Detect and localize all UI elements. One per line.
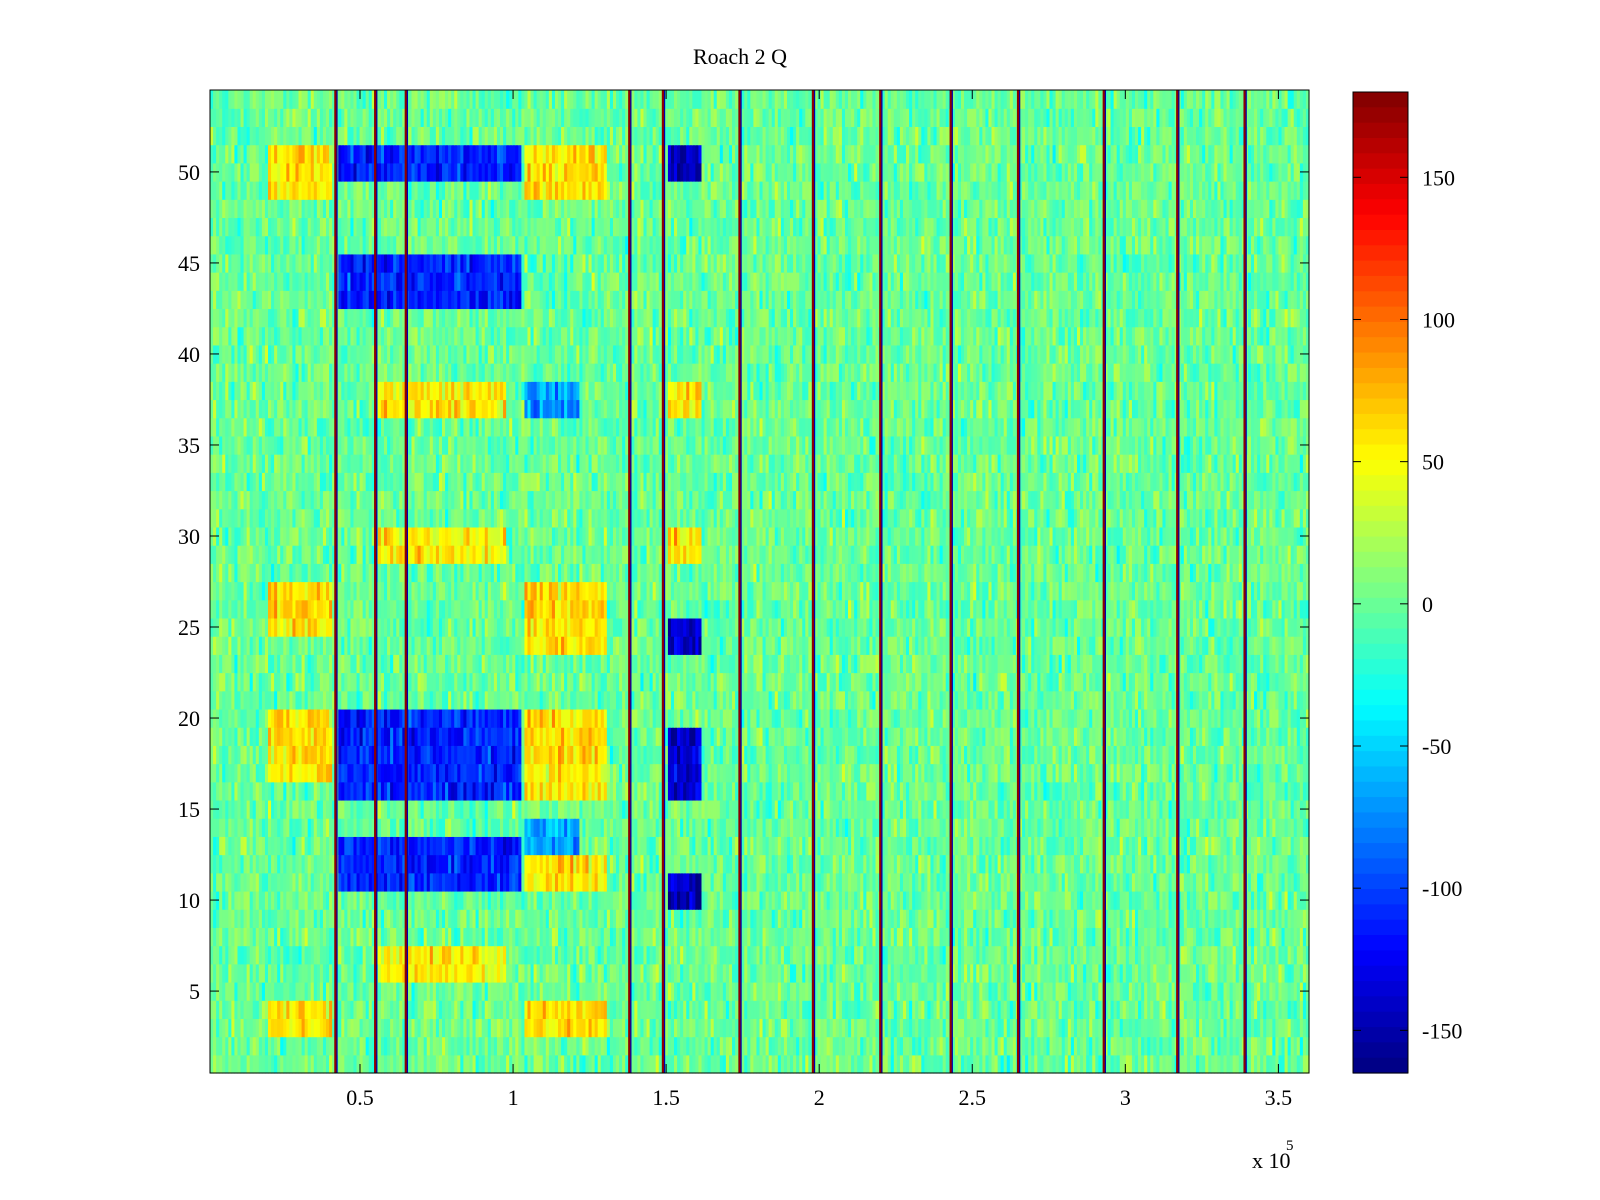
- chart-title: Roach 2 Q: [693, 44, 787, 69]
- heatmap-figure: Roach 2 Q 0.5 1 1.5 2 2.5 3 3.5 51015202530354…: [0, 0, 1600, 1200]
